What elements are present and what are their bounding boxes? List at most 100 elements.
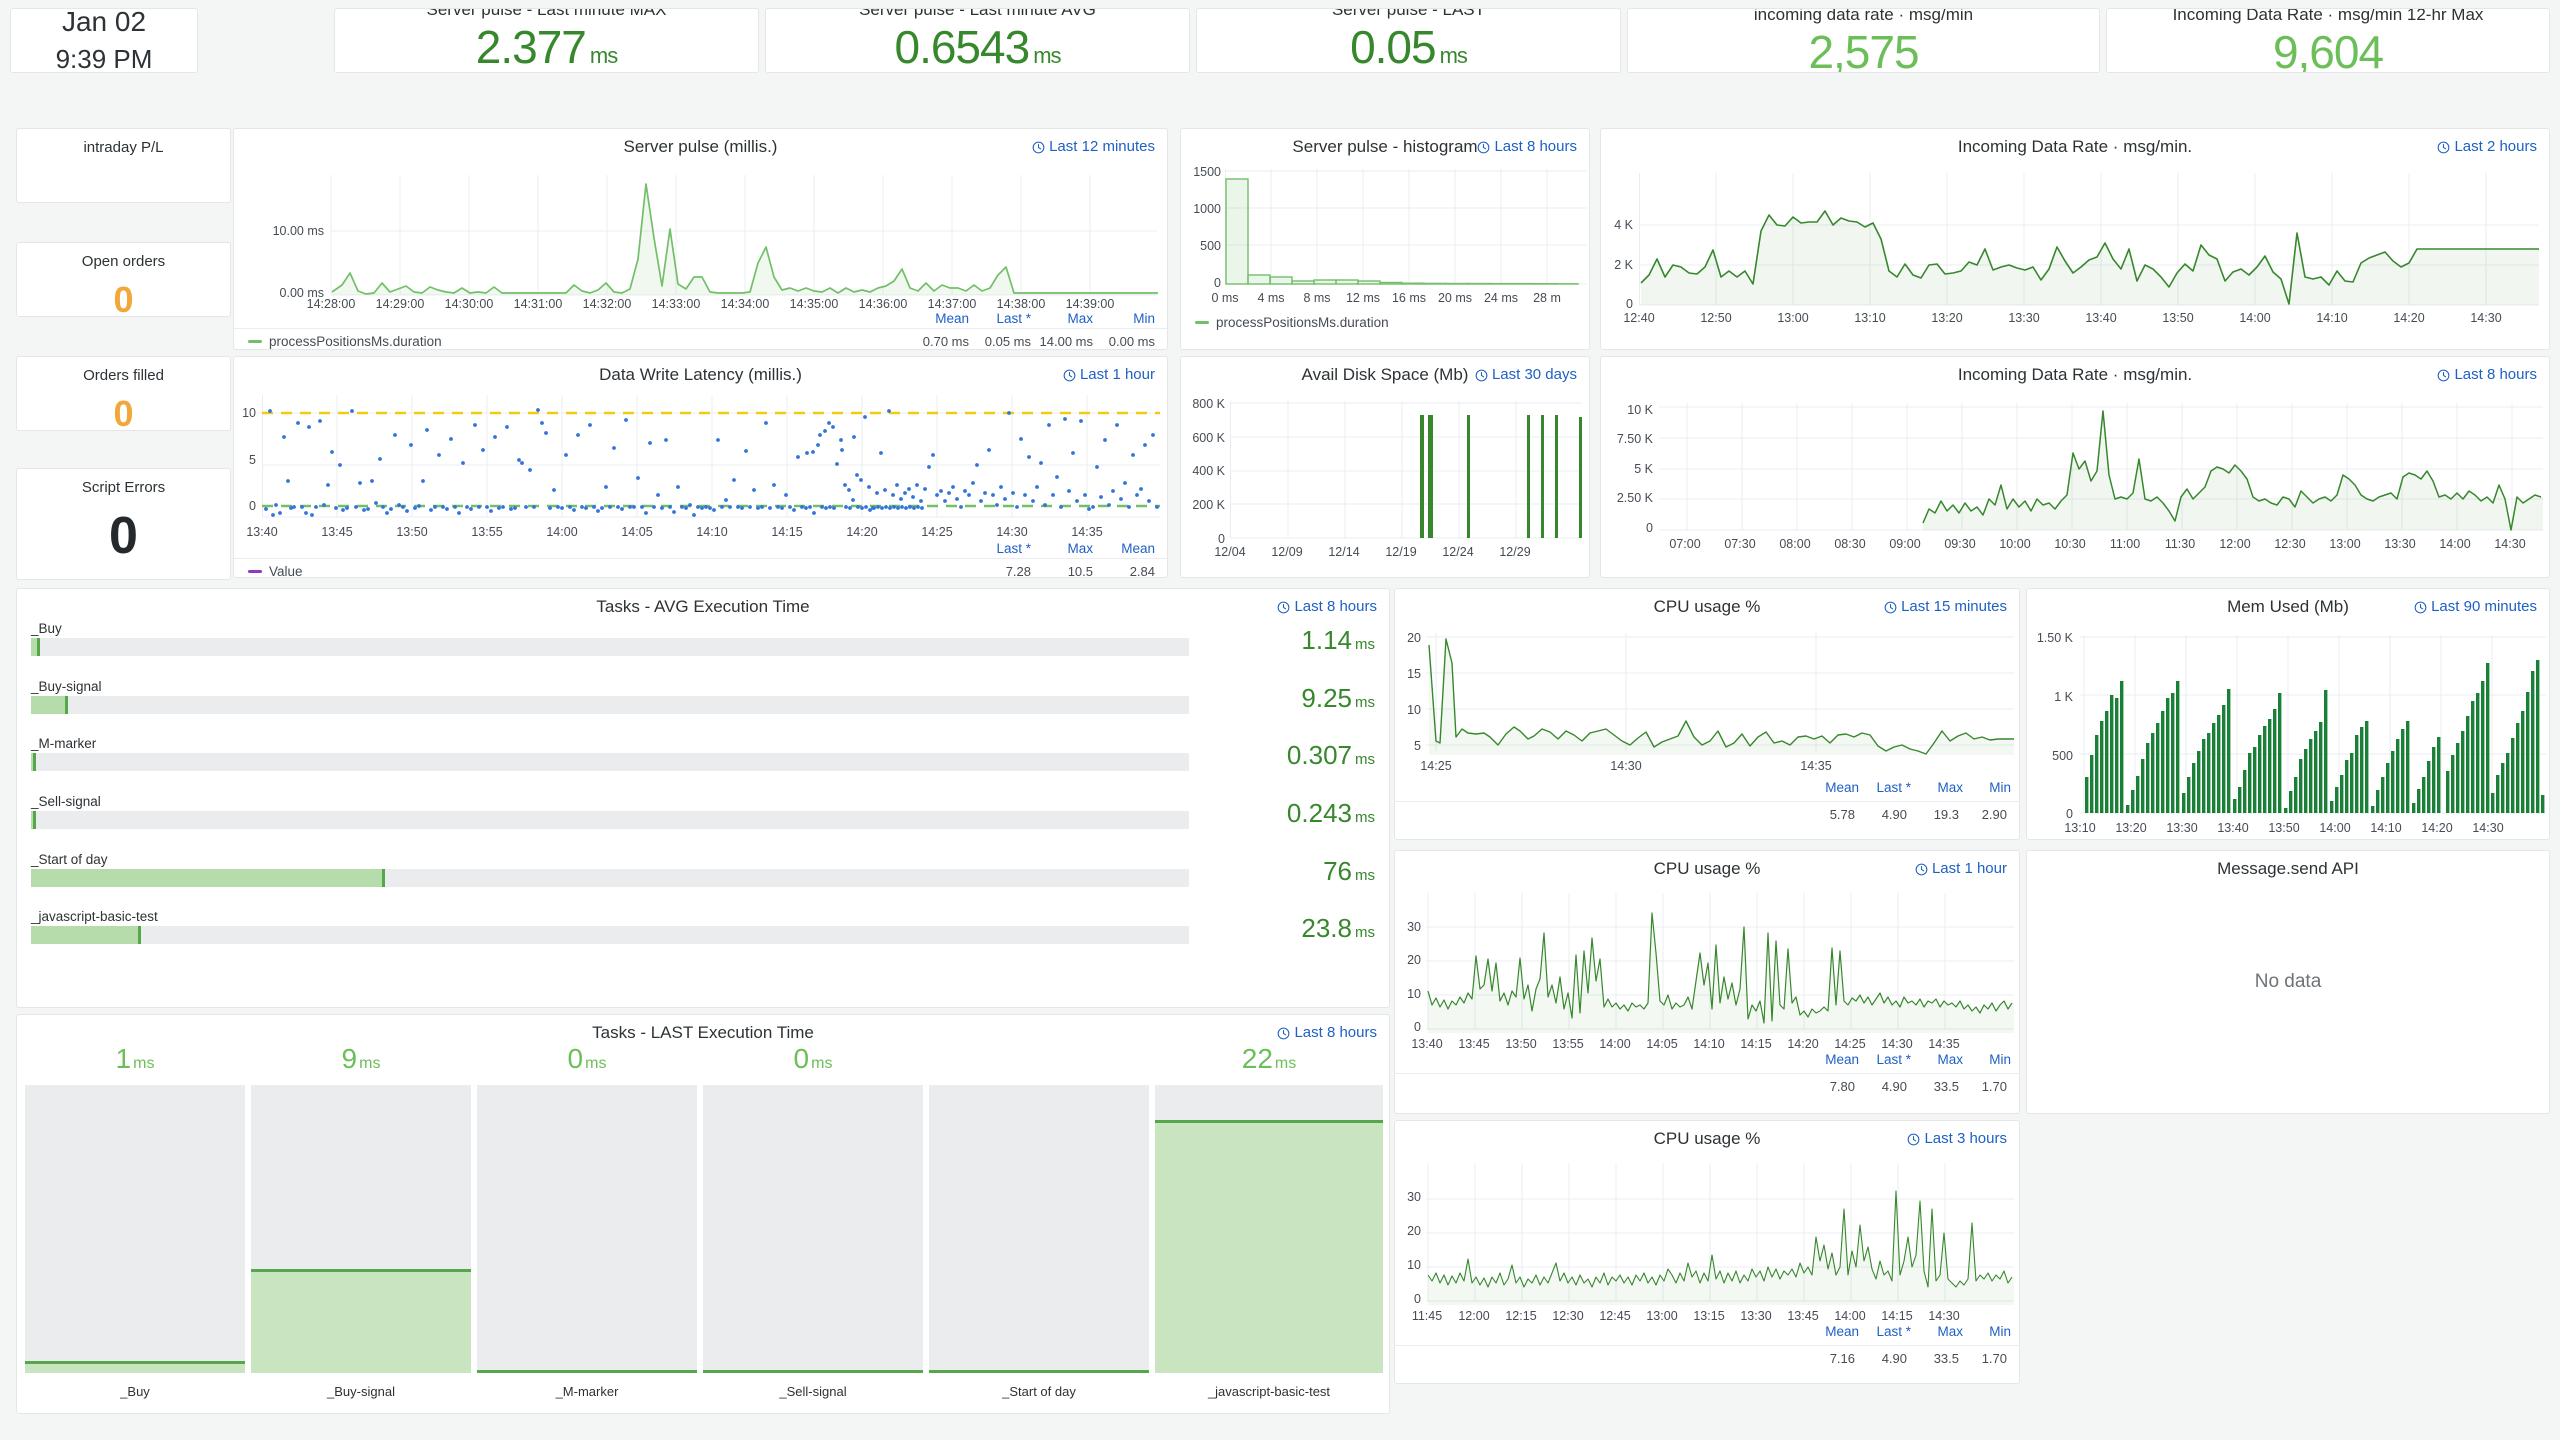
stat-panel-pulse-avg[interactable]: Server pulse - Last minute AVG 0.6543 ms: [765, 8, 1190, 73]
bargauge-label: _javascript-basic-test: [31, 909, 158, 924]
legend-header[interactable]: Mean: [1825, 1052, 1859, 1067]
vgauge-col[interactable]: 0 ms _M-marker: [477, 1015, 697, 1413]
x-tick: 14:29:00: [375, 297, 425, 311]
legend-header[interactable]: Mean: [935, 311, 969, 326]
time-range-picker[interactable]: Last 8 hours: [2437, 367, 2537, 383]
panel-cpu-15m[interactable]: CPU usage % Last 15 minutes 20 15 10 5 1…: [1394, 588, 2020, 840]
vgauge-col[interactable]: 1 ms _Buy: [25, 1015, 245, 1413]
x-tick: 13:10: [2064, 821, 2096, 835]
vgauge-label: _M-marker: [555, 1384, 619, 1399]
bargauge-fill: [31, 638, 41, 656]
legend-value: 14.00 ms: [1039, 334, 1093, 349]
legend-header[interactable]: Last *: [996, 541, 1031, 556]
vgauge-col[interactable]: 0ms _Start of day: [929, 1015, 1149, 1413]
legend-header[interactable]: Last *: [1876, 1324, 1911, 1339]
legend-header[interactable]: Max: [1937, 1052, 1963, 1067]
x-tick: 12/09: [1271, 545, 1303, 559]
bargauge-row[interactable]: _Start of day: [31, 852, 1189, 887]
panel-incoming-rate-8h[interactable]: Incoming Data Rate · msg/min. Last 8 hou…: [1600, 356, 2550, 578]
clock-icon: [2438, 369, 2450, 381]
vgauge-label: _javascript-basic-test: [1207, 1384, 1331, 1399]
x-tick: 08:00: [1779, 537, 1811, 551]
legend-header[interactable]: Max: [1937, 780, 1963, 795]
x-tick: 13:50: [2268, 821, 2300, 835]
bargauge-row[interactable]: _Sell-signal: [31, 794, 1189, 829]
panel-write-latency[interactable]: Data Write Latency (millis.) Last 1 hour…: [233, 356, 1168, 578]
panel-pulse-histogram[interactable]: Server pulse - histogram Last 8 hours 15…: [1180, 128, 1590, 350]
legend-row: processPositionsMs.duration: [1181, 310, 1589, 330]
time-range-picker[interactable]: Last 8 hours: [1477, 139, 1577, 155]
time-range-picker[interactable]: Last 3 hours: [1907, 1131, 2007, 1147]
time-range-picker[interactable]: Last 1 hour: [1063, 367, 1155, 383]
stat-panel-clock[interactable]: Jan 02 9:39 PM: [10, 8, 198, 73]
legend-header[interactable]: Mean: [1121, 541, 1155, 556]
legend-header[interactable]: Max: [1067, 541, 1093, 556]
legend-series-name[interactable]: processPositionsMs.duration: [269, 334, 442, 349]
x-tick: 13:40: [2217, 821, 2249, 835]
y-tick: 600 K: [1192, 431, 1225, 445]
vgauge-track: [251, 1085, 471, 1373]
stat-panel-intraday-pl[interactable]: intraday P/L: [16, 128, 231, 203]
vgauge-col[interactable]: 22 ms _javascript-basic-test: [1155, 1015, 1383, 1413]
stat-panel-pulse-max[interactable]: Server pulse - Last minute MAX 2.377 ms: [334, 8, 759, 73]
legend-series-name[interactable]: processPositionsMs.duration: [1216, 315, 1389, 330]
bargauge-row[interactable]: _M-marker: [31, 736, 1189, 771]
panel-cpu-3h[interactable]: CPU usage % Last 3 hours 30 20 10 0 11:4…: [1394, 1120, 2020, 1384]
panel-mem-used[interactable]: Mem Used (Mb) Last 90 minutes 1.50 K 1 K…: [2026, 588, 2550, 840]
server-pulse-chart: [330, 175, 1158, 296]
legend-header[interactable]: Max: [1067, 311, 1093, 326]
bargauge-number: 0.243: [1286, 798, 1352, 828]
vgauge-unit: ms: [585, 1055, 607, 1072]
panel-tasks-last-exec[interactable]: Tasks - LAST Execution Time Last 8 hours…: [16, 1014, 1390, 1414]
panel-incoming-rate-2h[interactable]: Incoming Data Rate · msg/min. Last 2 hou…: [1600, 128, 2550, 350]
time-range-picker[interactable]: Last 12 minutes: [1032, 139, 1155, 155]
panel-tasks-avg-exec[interactable]: Tasks - AVG Execution Time Last 8 hours …: [16, 588, 1390, 1008]
legend-header[interactable]: Mean: [1825, 1324, 1859, 1339]
panel-cpu-1h[interactable]: CPU usage % Last 1 hour 30 20 10 0 13:40…: [1394, 850, 2020, 1114]
bargauge-row[interactable]: _javascript-basic-test: [31, 909, 1189, 944]
legend-header[interactable]: Min: [1989, 1052, 2011, 1067]
x-tick: 14:25: [921, 525, 953, 539]
stat-title: Server pulse - LAST: [1331, 8, 1486, 19]
legend-header[interactable]: Min: [1133, 311, 1155, 326]
stat-panel-orders-filled[interactable]: Orders filled 0: [16, 356, 231, 431]
time-range-picker[interactable]: Last 2 hours: [2437, 139, 2537, 155]
stat-panel-incoming-rate[interactable]: incoming data rate · msg/min 2,575: [1627, 8, 2100, 73]
panel-title: Tasks - LAST Execution Time: [592, 1023, 814, 1042]
x-tick: 14:00: [2439, 537, 2471, 551]
time-range-picker[interactable]: Last 30 days: [1475, 367, 1577, 383]
bargauge-row[interactable]: _Buy: [31, 621, 1189, 656]
legend-header[interactable]: Last *: [996, 311, 1031, 326]
legend-series-name[interactable]: Value: [269, 564, 303, 578]
legend-header[interactable]: Mean: [1825, 780, 1859, 795]
y-tick: 20: [1407, 631, 1421, 645]
x-tick: 20 ms: [1437, 291, 1473, 305]
vgauge-col[interactable]: 0 ms _Sell-signal: [703, 1015, 923, 1413]
legend-header[interactable]: Max: [1937, 1324, 1963, 1339]
legend-color-swatch: [1195, 321, 1209, 324]
legend-header[interactable]: Min: [1989, 1324, 2011, 1339]
stat-panel-script-errors-1[interactable]: Script Errors 0: [16, 468, 231, 580]
x-tick: 14:37:00: [927, 297, 977, 311]
bargauge-row[interactable]: _Buy-signal: [31, 679, 1189, 714]
x-tick: 14:31:00: [513, 297, 563, 311]
vgauge-col[interactable]: 9 ms _Buy-signal: [251, 1015, 471, 1413]
stat-panel-open-orders[interactable]: Open orders 0: [16, 242, 231, 317]
stat-panel-incoming-12hr-max[interactable]: Incoming Data Rate · msg/min 12-hr Max 9…: [2106, 8, 2550, 73]
panel-server-pulse[interactable]: Server pulse (millis.) Last 12 minutes 1…: [233, 128, 1168, 350]
legend-header[interactable]: Last *: [1876, 780, 1911, 795]
time-range-picker[interactable]: Last 90 minutes: [2414, 599, 2537, 615]
time-range-picker[interactable]: Last 15 minutes: [1884, 599, 2007, 615]
vgauge-unit: ms: [133, 1055, 155, 1072]
time-range-picker[interactable]: Last 8 hours: [1277, 1025, 1377, 1041]
x-tick: 10:30: [2054, 537, 2086, 551]
legend-header[interactable]: Min: [1989, 780, 2011, 795]
stat-panel-pulse-last[interactable]: Server pulse - LAST 0.05 ms: [1196, 8, 1621, 73]
panel-message-send-api[interactable]: Message.send API No data: [2026, 850, 2550, 1114]
time-range-picker[interactable]: Last 8 hours: [1277, 599, 1377, 615]
legend-header[interactable]: Last *: [1876, 1052, 1911, 1067]
time-range-picker[interactable]: Last 1 hour: [1915, 861, 2007, 877]
x-tick: 12:40: [1623, 311, 1655, 325]
panel-avail-disk-space[interactable]: Avail Disk Space (Mb) Last 30 days 800 K…: [1180, 356, 1590, 578]
stat-title: Server pulse - Last minute MAX: [426, 8, 667, 19]
